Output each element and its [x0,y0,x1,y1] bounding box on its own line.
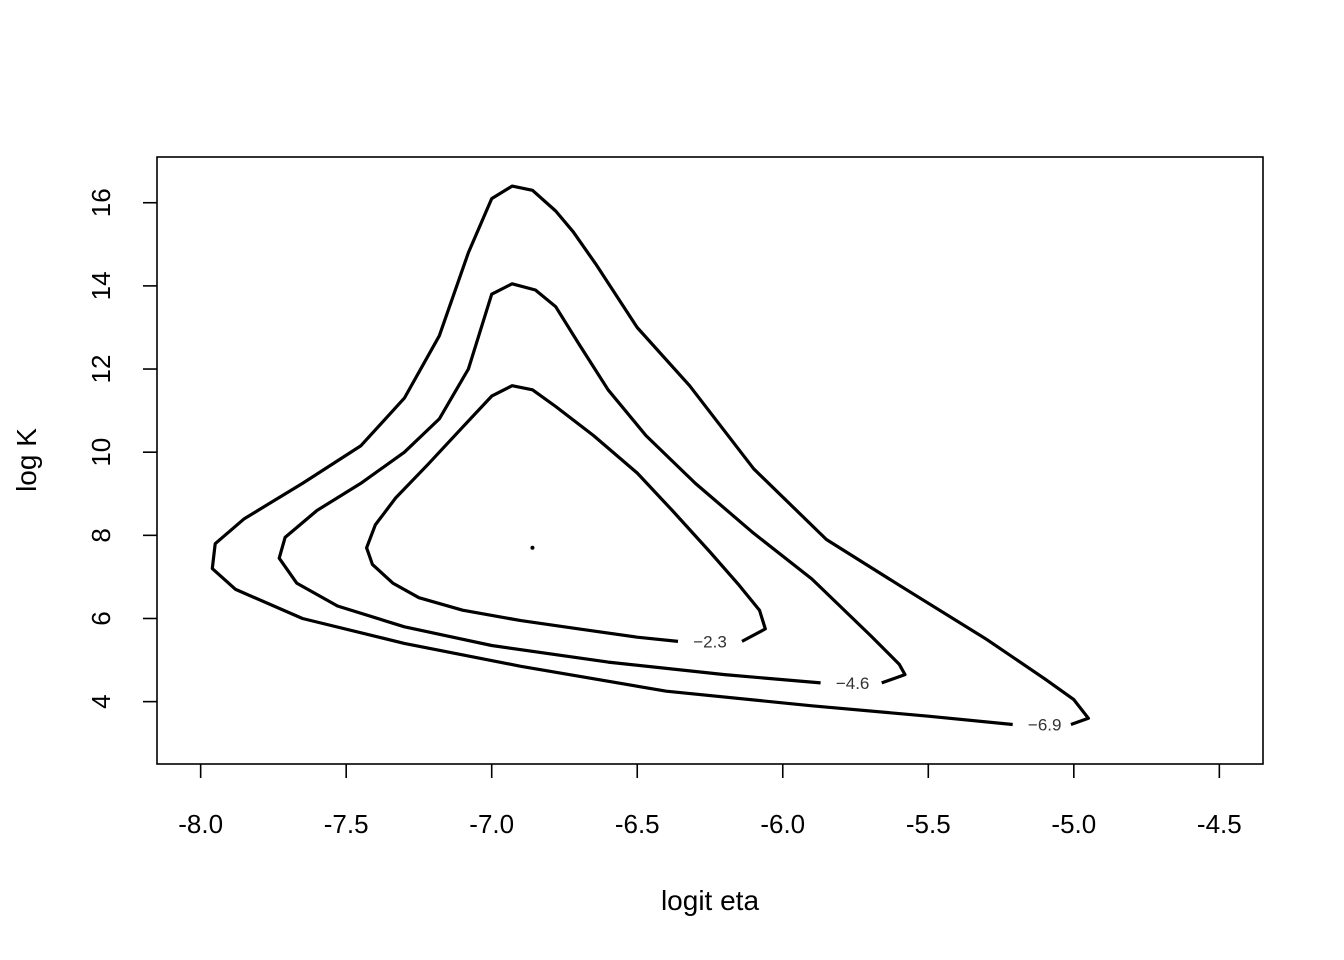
x-tick-label: -6.5 [615,809,660,839]
x-tick-label: -8.0 [178,809,223,839]
x-tick-label: -6.0 [760,809,805,839]
y-tick-label: 4 [86,694,116,708]
x-tick-label: -5.0 [1051,809,1096,839]
x-tick-label: -4.5 [1197,809,1242,839]
x-tick-label: -5.5 [906,809,951,839]
plot-frame [156,156,1264,765]
y-tick-label: 14 [86,271,116,300]
contour-lines [210,184,1090,727]
y-tick-label: 16 [86,188,116,217]
x-axis-title: logit eta [661,885,759,916]
contour-labels: −2.3 −4.6 −6.9 [693,632,1061,734]
contour-level-label: −2.3 [693,632,727,651]
maximum-point [530,545,535,550]
y-axis-title: log K [11,428,42,492]
contour-level-label: −6.9 [1028,716,1062,735]
y-tick-label: 8 [86,528,116,542]
y-tick-label: 10 [86,438,116,467]
x-tick-label: -7.5 [324,809,369,839]
x-axis: -8.0 -7.5 -7.0 -6.5 -6.0 -5.5 -5.0 -4.5 [178,764,1242,839]
contour-line [365,384,767,643]
y-axis: 4 6 8 10 12 14 16 [86,188,157,709]
x-tick-label: -7.0 [469,809,514,839]
y-tick-label: 6 [86,611,116,625]
y-tick-label: 12 [86,355,116,384]
contour-line [210,184,1090,727]
contour-line [277,282,907,685]
contour-level-label: −4.6 [836,674,870,693]
